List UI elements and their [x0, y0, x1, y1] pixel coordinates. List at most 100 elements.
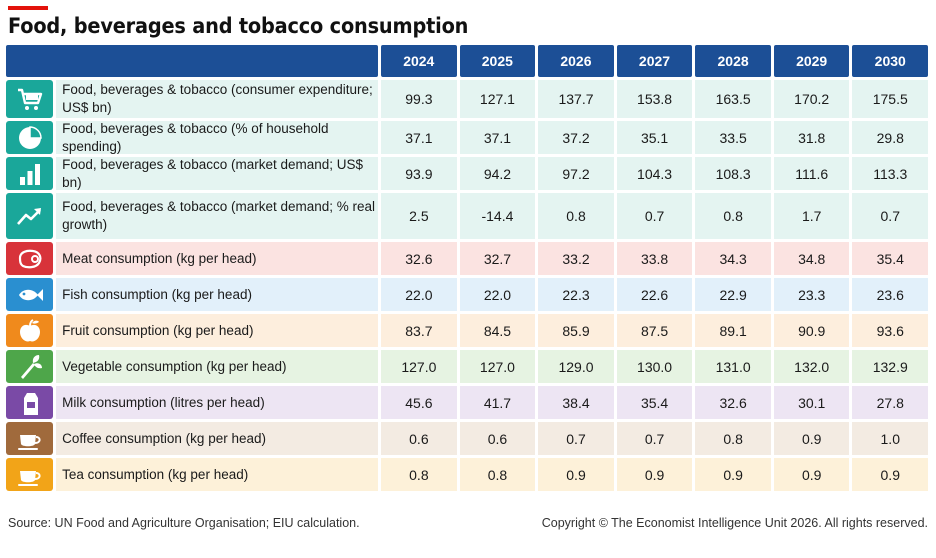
- table-cell: 132.0: [773, 350, 850, 383]
- table-body: Food, beverages & tobacco (consumer expe…: [6, 80, 929, 491]
- meat-icon: [6, 242, 54, 275]
- column-header-2025: 2025: [459, 45, 536, 77]
- table-cell: 104.3: [616, 157, 693, 190]
- table-cell: 31.8: [773, 121, 850, 154]
- table-row: Fruit consumption (kg per head) 83.7 84.5 8…: [6, 314, 929, 347]
- bar-chart-icon: [6, 157, 54, 190]
- table-cell: 153.8: [616, 80, 693, 118]
- data-table: 2024 2025 2026 2027 2028 2029 2030 Food, bever…: [6, 45, 929, 494]
- table-cell: 0.7: [616, 193, 693, 239]
- table-cell: 0.8: [381, 458, 457, 491]
- table-cell: 93.6: [852, 314, 929, 347]
- table-cell: 0.9: [773, 422, 850, 455]
- column-header-2024: 2024: [380, 45, 457, 77]
- column-header-2026: 2026: [538, 45, 614, 77]
- table-row: Vegetable consumption (kg per head) 127.0…: [6, 350, 929, 383]
- table-cell: 170.2: [773, 80, 850, 118]
- row-label: Food, beverages & tobacco (% of househol…: [56, 121, 379, 154]
- vegetable-icon: [6, 350, 54, 383]
- header-label-cell: [6, 45, 378, 77]
- tea-cup-icon: [6, 458, 54, 491]
- table-cell: 83.7: [381, 314, 457, 347]
- table-cell: 0.8: [459, 458, 536, 491]
- table-row: Fish consumption (kg per head) 22.0 22.0 22…: [6, 278, 929, 311]
- fish-icon: [6, 278, 54, 311]
- table-cell: 0.6: [381, 422, 457, 455]
- table-cell: 89.1: [695, 314, 771, 347]
- source-note: Source: UN Food and Agriculture Organisa…: [8, 516, 360, 530]
- table-cell: 130.0: [616, 350, 693, 383]
- row-label: Coffee consumption (kg per head): [56, 422, 379, 455]
- table-cell: 32.6: [695, 386, 771, 419]
- table-row: Coffee consumption (kg per head) 0.6 0.6 0.…: [6, 422, 929, 455]
- apple-icon: [6, 314, 54, 347]
- row-label: Food, beverages & tobacco (market demand…: [56, 157, 379, 190]
- table-cell: 0.7: [616, 422, 693, 455]
- table-cell: 22.3: [538, 278, 614, 311]
- table-cell: 127.0: [381, 350, 457, 383]
- table-cell: 33.2: [538, 242, 614, 275]
- table-row: Food, beverages & tobacco (market demand…: [6, 193, 929, 239]
- row-label: Vegetable consumption (kg per head): [56, 350, 379, 383]
- table-cell: 38.4: [538, 386, 614, 419]
- table-cell: 87.5: [616, 314, 693, 347]
- table-cell: 0.8: [538, 193, 614, 239]
- row-label: Food, beverages & tobacco (consumer expe…: [56, 80, 379, 118]
- column-header-2029: 2029: [773, 45, 850, 77]
- table-cell: 1.0: [852, 422, 929, 455]
- trend-up-icon: [6, 193, 54, 239]
- table-cell: 163.5: [695, 80, 771, 118]
- table-row: Meat consumption (kg per head) 32.6 32.7 33…: [6, 242, 929, 275]
- table-cell: 0.8: [695, 193, 771, 239]
- table-cell: 35.4: [852, 242, 929, 275]
- table-cell: 33.5: [695, 121, 771, 154]
- header-row: 2024 2025 2026 2027 2028 2029 2030: [6, 45, 929, 77]
- table-row: Food, beverages & tobacco (market demand…: [6, 157, 929, 190]
- page-title: Food, beverages and tobacco consumption: [8, 14, 469, 38]
- row-label: Fish consumption (kg per head): [56, 278, 379, 311]
- table-cell: 90.9: [773, 314, 850, 347]
- table-cell: 127.1: [459, 80, 536, 118]
- table-cell: 22.9: [695, 278, 771, 311]
- table-cell: 37.1: [459, 121, 536, 154]
- row-label: Fruit consumption (kg per head): [56, 314, 379, 347]
- table-cell: 37.1: [381, 121, 457, 154]
- table-cell: 0.7: [538, 422, 614, 455]
- table-cell: -14.4: [459, 193, 536, 239]
- coffee-cup-icon: [6, 422, 54, 455]
- table-cell: 132.9: [852, 350, 929, 383]
- row-label: Food, beverages & tobacco (market demand…: [56, 193, 379, 239]
- table-cell: 0.8: [695, 422, 771, 455]
- column-header-2027: 2027: [616, 45, 693, 77]
- table-row: Food, beverages & tobacco (consumer expe…: [6, 80, 929, 118]
- table-cell: 111.6: [773, 157, 850, 190]
- table-cell: 29.8: [852, 121, 929, 154]
- table-cell: 0.6: [459, 422, 536, 455]
- table-cell: 0.9: [773, 458, 850, 491]
- table-row: Tea consumption (kg per head) 0.8 0.8 0.9 0.…: [6, 458, 929, 491]
- table-cell: 0.9: [616, 458, 693, 491]
- table-cell: 2.5: [381, 193, 457, 239]
- table-cell: 22.0: [381, 278, 457, 311]
- table-row: Milk consumption (litres per head) 45.6 41…: [6, 386, 929, 419]
- table-cell: 41.7: [459, 386, 536, 419]
- copyright-note: Copyright © The Economist Intelligence U…: [541, 516, 928, 530]
- table-cell: 45.6: [381, 386, 457, 419]
- table-cell: 108.3: [695, 157, 771, 190]
- table-cell: 131.0: [695, 350, 771, 383]
- table-cell: 0.9: [852, 458, 929, 491]
- table-cell: 137.7: [538, 80, 614, 118]
- row-label: Meat consumption (kg per head): [56, 242, 379, 275]
- table-cell: 85.9: [538, 314, 614, 347]
- table-cell: 93.9: [381, 157, 457, 190]
- accent-bar: [8, 6, 48, 10]
- row-label: Milk consumption (litres per head): [56, 386, 379, 419]
- table-cell: 23.6: [852, 278, 929, 311]
- milk-carton-icon: [6, 386, 54, 419]
- table-cell: 97.2: [538, 157, 614, 190]
- table-cell: 23.3: [773, 278, 850, 311]
- table-cell: 1.7: [773, 193, 850, 239]
- row-label: Tea consumption (kg per head): [56, 458, 379, 491]
- table-cell: 0.9: [538, 458, 614, 491]
- table-cell: 32.6: [381, 242, 457, 275]
